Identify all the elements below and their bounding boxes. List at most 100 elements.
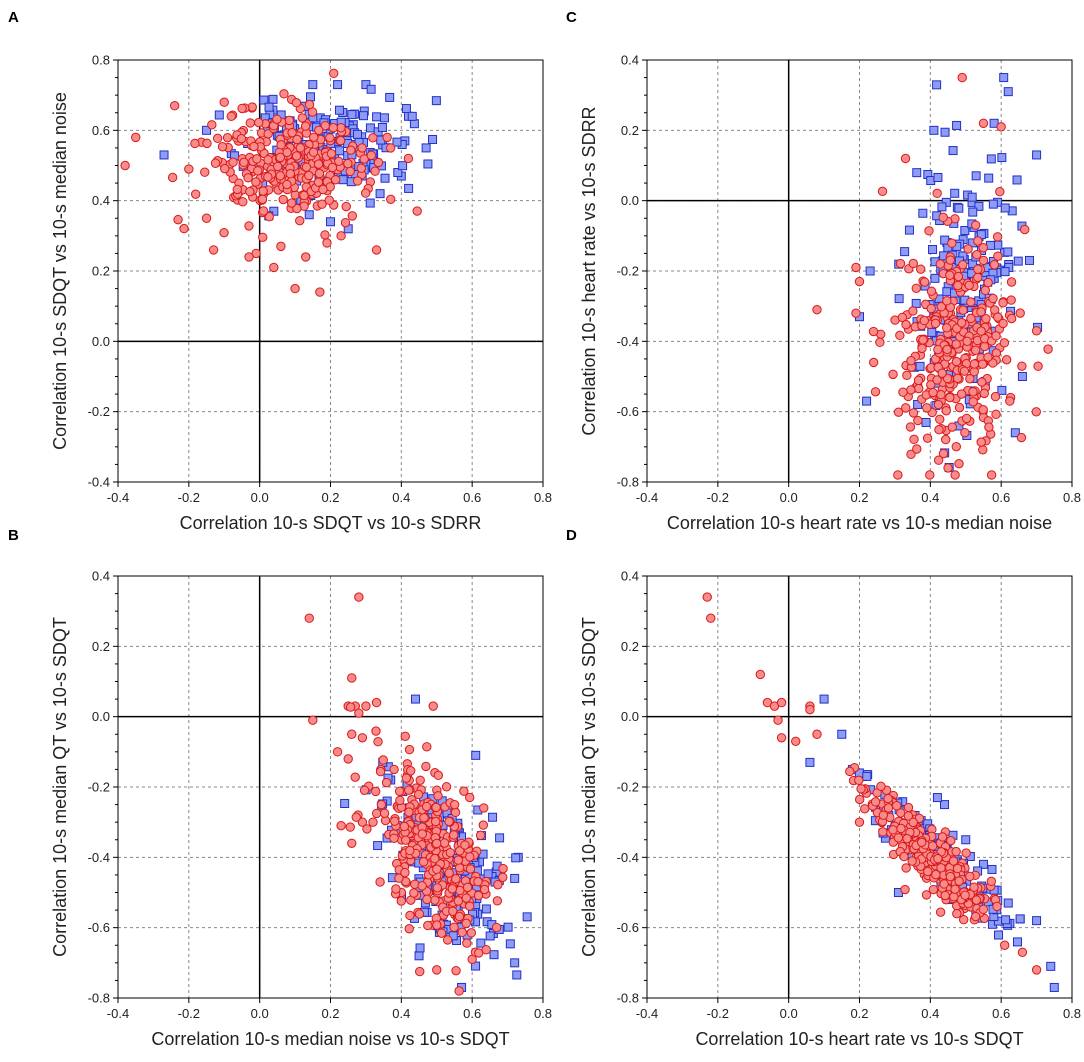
- data-point-square: [375, 189, 385, 199]
- data-point-circle: [454, 863, 465, 873]
- data-point-circle: [951, 339, 961, 349]
- data-point-circle: [702, 592, 712, 602]
- panel-letter-a: A: [8, 9, 19, 26]
- data-point-circle: [430, 816, 441, 827]
- x-tick-label: -0.4: [107, 490, 129, 505]
- data-point-circle: [386, 194, 396, 205]
- data-point-circle: [908, 258, 919, 269]
- data-point-circle: [979, 341, 990, 352]
- data-point-square: [401, 104, 411, 114]
- data-point-circle: [202, 138, 212, 149]
- data-point-square: [862, 396, 872, 406]
- data-point-circle: [905, 422, 916, 432]
- data-point-circle: [914, 383, 924, 394]
- data-point-circle: [336, 123, 346, 133]
- y-tick-label: 0.6: [92, 123, 110, 138]
- data-point-circle: [945, 392, 955, 403]
- data-point-circle: [345, 166, 355, 177]
- data-point-square: [428, 134, 438, 144]
- data-point-circle: [976, 326, 986, 336]
- data-point-circle: [498, 872, 508, 882]
- x-tick-label: 0.4: [392, 490, 410, 505]
- data-point-circle: [960, 890, 970, 900]
- data-point-circle: [966, 313, 976, 324]
- data-point-square: [505, 939, 515, 949]
- data-point-square: [409, 119, 419, 129]
- data-point-circle: [947, 422, 957, 432]
- x-tick-label: 0.4: [921, 1006, 939, 1021]
- data-point-circle: [481, 945, 491, 955]
- data-point-circle: [444, 816, 454, 827]
- data-point-circle: [368, 133, 378, 143]
- data-point-circle: [347, 211, 358, 221]
- data-point-circle: [304, 613, 314, 623]
- data-point-circle: [933, 853, 943, 864]
- data-point-circle: [479, 803, 489, 813]
- data-point-circle: [933, 399, 944, 410]
- data-point-circle: [432, 838, 442, 849]
- data-point-circle: [461, 918, 471, 929]
- y-tick-label: 0.2: [621, 639, 639, 654]
- data-point-circle: [954, 458, 964, 469]
- data-point-square: [404, 183, 414, 193]
- data-point-circle: [912, 444, 922, 454]
- data-point-circle: [272, 114, 282, 124]
- data-point-circle: [345, 822, 355, 832]
- data-point-circle: [925, 470, 935, 480]
- data-point-circle: [950, 470, 960, 480]
- data-point-square: [489, 950, 499, 960]
- data-point-square: [202, 125, 212, 135]
- data-point-square: [1003, 87, 1013, 97]
- data-point-circle: [269, 262, 279, 273]
- data-point-circle: [923, 866, 933, 877]
- data-point-circle: [299, 190, 309, 201]
- data-point-circle: [1033, 361, 1043, 371]
- data-point-circle: [324, 195, 334, 205]
- data-point-square: [978, 859, 988, 869]
- data-point-square: [379, 113, 389, 123]
- data-point-circle: [479, 884, 490, 895]
- data-point-circle: [917, 343, 927, 354]
- data-point-circle: [373, 157, 384, 168]
- x-tick-label: -0.4: [107, 1006, 129, 1021]
- panel-a: A -0.4 -0.2 0.0 0.2 0.4 0.6 0.8 -0.4 -0.2 0.0 0.2 0.…: [8, 9, 552, 533]
- x-tick-label: 0.8: [1063, 1006, 1081, 1021]
- data-point-circle: [335, 135, 346, 146]
- data-point-square: [333, 80, 343, 90]
- data-point-square: [961, 835, 971, 845]
- data-point-circle: [304, 170, 314, 181]
- data-point-circle: [371, 808, 382, 819]
- data-point-circle: [976, 437, 986, 447]
- data-point-circle: [308, 147, 319, 157]
- data-point-circle: [935, 259, 946, 269]
- data-point-square: [927, 327, 937, 337]
- data-point-square: [305, 92, 315, 102]
- y-tick-label: -0.2: [617, 264, 639, 279]
- data-point-square: [308, 80, 318, 90]
- data-point-square: [1025, 255, 1034, 265]
- y-tick-label: -0.6: [88, 920, 110, 935]
- data-point-circle: [978, 243, 988, 253]
- data-point-square: [476, 938, 486, 948]
- data-point-circle: [992, 901, 1002, 912]
- series-circles: [304, 592, 508, 996]
- y-tick-label: 0.2: [621, 123, 639, 138]
- data-point-circle: [290, 283, 300, 294]
- data-point-circle: [432, 883, 443, 893]
- data-point-circle: [898, 387, 908, 397]
- data-point-circle: [940, 890, 950, 901]
- data-point-square: [940, 800, 949, 810]
- data-point-circle: [951, 356, 962, 367]
- data-point-circle: [979, 388, 989, 399]
- data-point-circle: [942, 344, 952, 355]
- data-point-circle: [900, 153, 911, 164]
- data-point-square: [986, 154, 996, 164]
- data-point-circle: [275, 171, 285, 181]
- data-point-square: [942, 287, 952, 297]
- data-point-circle: [901, 403, 911, 413]
- data-point-square: [865, 266, 875, 276]
- data-point-circle: [986, 470, 997, 480]
- data-point-circle: [969, 359, 980, 369]
- x-tick-label: -0.2: [707, 490, 729, 505]
- data-point-circle: [301, 162, 312, 172]
